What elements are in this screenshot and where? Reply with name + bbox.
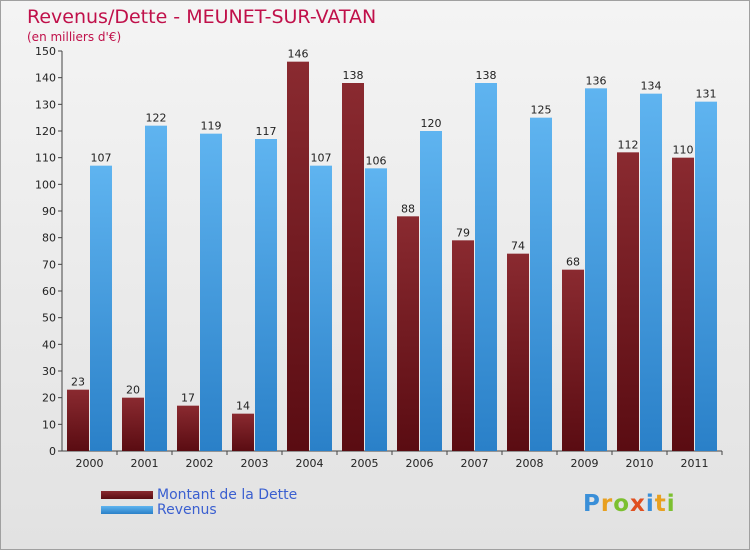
data-label-revenus: 134 — [641, 80, 662, 93]
bar-dette — [397, 216, 419, 451]
bar-revenus — [255, 139, 277, 451]
x-tick-label: 2003 — [241, 457, 269, 470]
bar-revenus — [640, 93, 662, 452]
bar-revenus — [530, 117, 552, 452]
proxiti-logo: Proxiti — [583, 491, 676, 517]
bar-dette — [232, 413, 254, 451]
chart-title: Revenus/Dette - MEUNET-SUR-VATAN — [27, 6, 377, 28]
bar-revenus — [420, 131, 442, 451]
data-label-dette: 146 — [288, 48, 309, 61]
y-tick-label: 100 — [35, 178, 56, 191]
logo-letter: P — [583, 491, 601, 517]
x-tick-label: 2008 — [516, 457, 544, 470]
data-label-revenus: 106 — [366, 154, 387, 167]
x-tick-label: 2004 — [296, 457, 324, 470]
legend-label-revenus: Revenus — [157, 501, 217, 518]
x-tick-label: 2005 — [351, 457, 379, 470]
data-label-dette: 74 — [511, 240, 525, 253]
y-tick-label: 30 — [42, 365, 56, 378]
bar-revenus — [145, 125, 167, 452]
y-tick-label: 50 — [42, 312, 56, 325]
bar-revenus — [585, 88, 607, 451]
bar-revenus — [310, 165, 332, 451]
logo-letter: x — [630, 491, 646, 517]
x-tick-label: 2000 — [76, 457, 104, 470]
bar-dette — [452, 240, 474, 451]
legend-label-dette: Montant de la Dette — [157, 486, 298, 503]
data-label-revenus: 120 — [421, 117, 442, 130]
legend-swatch-dette — [101, 490, 153, 499]
data-label-revenus: 119 — [201, 120, 222, 133]
data-label-dette: 110 — [673, 144, 694, 157]
y-tick-label: 70 — [42, 258, 56, 271]
bar-dette — [67, 389, 89, 451]
bar-dette — [177, 405, 199, 451]
data-label-dette: 20 — [126, 384, 140, 397]
x-tick-label: 2011 — [681, 457, 709, 470]
data-label-dette: 138 — [343, 69, 364, 82]
y-tick-label: 110 — [35, 152, 56, 165]
data-label-revenus: 138 — [476, 69, 497, 82]
bar-revenus — [695, 101, 717, 452]
bar-dette — [342, 83, 364, 451]
y-tick-label: 130 — [35, 98, 56, 111]
bar-revenus — [90, 165, 112, 451]
data-label-revenus: 125 — [531, 104, 552, 117]
legend-swatch-revenus — [101, 505, 153, 514]
logo-letter: i — [645, 491, 655, 517]
data-label-dette: 23 — [71, 376, 85, 389]
x-tick-label: 2002 — [186, 457, 214, 470]
legend-item-dette: Montant de la Dette — [101, 486, 298, 503]
x-tick-label: 2009 — [571, 457, 599, 470]
data-label-revenus: 117 — [256, 125, 277, 138]
logo-letter: r — [600, 491, 614, 517]
legend-item-revenus: Revenus — [101, 501, 297, 518]
data-label-dette: 79 — [456, 226, 470, 239]
logo-letter: i — [666, 491, 676, 517]
x-tick-label: 2001 — [131, 457, 159, 470]
y-tick-label: 140 — [35, 72, 56, 85]
legend: Montant de la Dette Revenus — [101, 486, 298, 518]
data-label-revenus: 136 — [586, 74, 607, 87]
y-tick-label: 0 — [49, 445, 56, 458]
x-tick-label: 2006 — [406, 457, 434, 470]
bar-dette — [672, 157, 694, 451]
bar-dette — [287, 61, 309, 452]
bar-revenus — [200, 133, 222, 451]
data-label-dette: 68 — [566, 256, 580, 269]
bar-dette — [617, 152, 639, 452]
bar-dette — [562, 269, 584, 451]
bar-dette — [122, 397, 144, 451]
y-tick-label: 80 — [42, 232, 56, 245]
bar-revenus — [475, 83, 497, 451]
data-label-revenus: 131 — [696, 88, 717, 101]
y-tick-label: 10 — [42, 418, 56, 431]
y-tick-label: 40 — [42, 338, 56, 351]
bar-dette — [507, 253, 529, 451]
logo-letter: t — [654, 491, 667, 517]
y-tick-label: 20 — [42, 392, 56, 405]
y-tick-label: 90 — [42, 205, 56, 218]
data-label-revenus: 107 — [91, 152, 112, 165]
data-label-dette: 17 — [181, 392, 195, 405]
y-tick-label: 120 — [35, 125, 56, 138]
x-tick-label: 2010 — [626, 457, 654, 470]
data-label-dette: 14 — [236, 400, 250, 413]
data-label-revenus: 107 — [311, 152, 332, 165]
x-tick-label: 2007 — [461, 457, 489, 470]
y-tick-label: 150 — [35, 45, 56, 58]
logo-letter: o — [613, 491, 631, 517]
data-label-revenus: 122 — [146, 112, 167, 125]
data-label-dette: 88 — [401, 202, 415, 215]
data-label-dette: 112 — [618, 138, 639, 151]
y-tick-label: 60 — [42, 285, 56, 298]
bar-revenus — [365, 168, 387, 452]
chart-subtitle: (en milliers d'€) — [27, 30, 122, 44]
